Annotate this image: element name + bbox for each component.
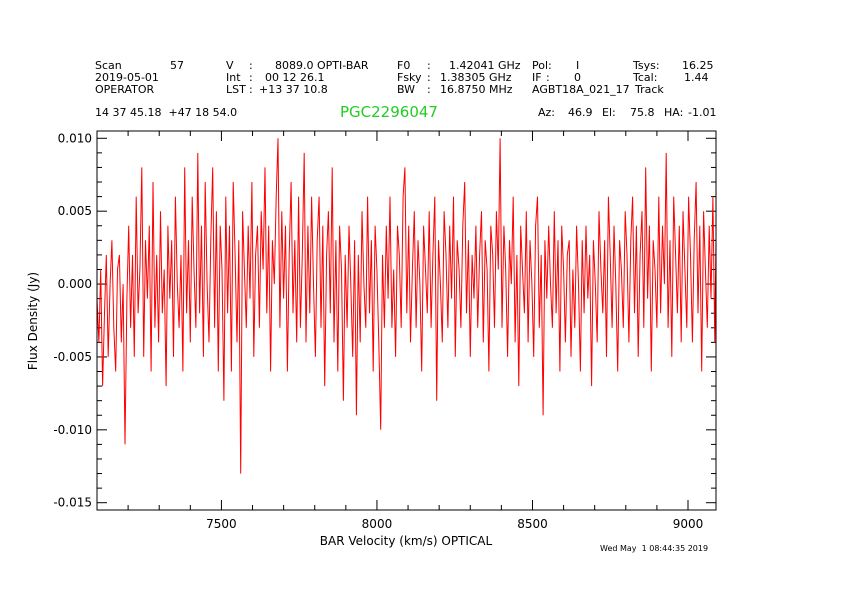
scan-label: Scan: [95, 59, 122, 72]
bw-label: BW: [397, 83, 416, 96]
velocity-colon: :: [249, 59, 253, 72]
y-tick-label: -0.010: [53, 423, 92, 437]
observer-name: OPERATOR: [95, 83, 155, 96]
y-tick-label: 0.005: [58, 204, 92, 218]
fsky-colon: :: [427, 71, 431, 84]
source-name: PGC2296047: [340, 103, 438, 121]
ha-value: -1.01: [688, 106, 717, 119]
x-axis-label: BAR Velocity (km/s) OPTICAL: [320, 534, 493, 548]
y-tick-label: 0.000: [58, 277, 92, 291]
tsys-value: 16.25: [682, 59, 714, 72]
x-tick-label: 7500: [206, 517, 237, 531]
pol-value: I: [576, 59, 580, 72]
lst-value: +13 37 10.8: [259, 83, 328, 96]
bw-value: 16.8750 MHz: [440, 83, 513, 96]
x-tick-label: 8000: [362, 517, 393, 531]
plot-frame: [96, 130, 717, 511]
if-colon: :: [546, 71, 550, 84]
if-label: IF: [532, 71, 542, 84]
project-id: AGBT18A_021_17: [532, 83, 630, 96]
velocity-label: V: [226, 59, 234, 72]
el-value: 75.8: [630, 106, 655, 119]
ha-label: HA:: [664, 106, 684, 119]
source-coordinates: 14 37 45.18 +47 18 54.0: [95, 106, 238, 119]
az-label: Az:: [538, 106, 556, 119]
scan-value: 57: [170, 59, 184, 72]
tsys-label: Tsys:: [633, 59, 660, 72]
x-tick-label: 9000: [673, 517, 704, 531]
bw-colon: :: [427, 83, 431, 96]
el-label: El:: [602, 106, 616, 119]
pol-label: Pol:: [532, 59, 552, 72]
observation-date: 2019-05-01: [95, 71, 159, 84]
int-label: Int: [226, 71, 241, 84]
f0-colon: :: [427, 59, 431, 72]
f0-value: 1.42041 GHz: [449, 59, 521, 72]
f0-label: F0: [397, 59, 411, 72]
spectrum-series-line: [96, 138, 717, 474]
y-tick-label: -0.015: [53, 496, 92, 510]
plot-timestamp: Wed May 1 08:44:35 2019: [600, 544, 709, 553]
tcal-value: 1.44: [684, 71, 709, 84]
if-value: 0: [574, 71, 581, 84]
velocity-value: 8089.0 OPTI-BAR: [275, 59, 369, 72]
x-tick-label: 8500: [517, 517, 548, 531]
lst-label: LST: [226, 83, 246, 96]
y-tick-label: 0.010: [58, 131, 92, 145]
lst-colon: :: [249, 83, 253, 96]
int-colon: :: [249, 71, 253, 84]
tcal-label: Tcal:: [633, 71, 658, 84]
observing-mode: Track: [635, 83, 664, 96]
int-value: 00 12 26.1: [265, 71, 325, 84]
fsky-value: 1.38305 GHz: [440, 71, 512, 84]
y-tick-label: -0.005: [53, 350, 92, 364]
az-value: 46.9: [568, 106, 593, 119]
fsky-label: Fsky: [397, 71, 422, 84]
y-axis-label: Flux Density (Jy): [26, 272, 40, 370]
